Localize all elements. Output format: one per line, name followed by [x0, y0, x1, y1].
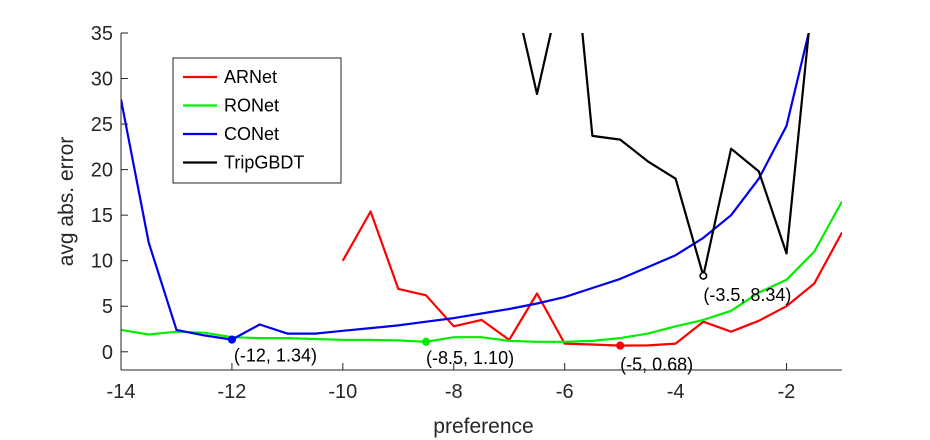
y-tick-label: 0 [102, 342, 113, 364]
x-tick-label: -12 [217, 381, 246, 403]
legend-label-arnet: ARNet [224, 67, 277, 87]
x-tick-label: -2 [778, 381, 796, 403]
series-line-tripgbdt [521, 33, 810, 277]
x-axis-label: preference [433, 415, 533, 438]
y-axis-label: avg abs. error [55, 137, 78, 267]
y-tick-label: 35 [91, 23, 113, 45]
y-tick-label: 20 [91, 160, 113, 182]
y-tick-label: 15 [91, 205, 113, 227]
x-tick-label: -6 [556, 381, 574, 403]
x-tick-label: -4 [667, 381, 685, 403]
y-tick-label: 5 [102, 296, 113, 318]
legend-label-conet: CONet [224, 124, 279, 144]
legend: ARNet RONet CONet TripGBDT [172, 57, 342, 184]
annotation-label: (-12, 1.34) [234, 346, 317, 366]
annotation-marker [421, 337, 431, 346]
legend-label-tripgbdt: TripGBDT [224, 153, 304, 173]
annotation-marker [699, 271, 708, 280]
annotation-label: (-8.5, 1.10) [426, 348, 514, 368]
axes: -14 -12 -10 -8 -6 -4 -2 0 5 10 15 20 25 30 35 preferenc… [55, 23, 842, 438]
annotation-marker [227, 335, 237, 344]
annotation-label: (-5, 0.68) [620, 355, 693, 375]
y-tick-label: 25 [91, 114, 113, 136]
plot-area [121, 33, 842, 347]
x-tick-label: -14 [107, 381, 136, 403]
annotation-label: (-3.5, 8.34) [703, 285, 791, 305]
series-line-ronet [121, 200, 842, 343]
x-tick-label: -8 [445, 381, 463, 403]
series-line-conet [121, 33, 810, 341]
legend-label-ronet: RONet [224, 96, 279, 116]
annotation-marker [616, 341, 625, 350]
y-tick-label: 10 [91, 251, 113, 273]
x-tick-label: -10 [328, 381, 357, 403]
y-tick-label: 30 [91, 69, 113, 91]
series-line-arnet [341, 210, 842, 347]
